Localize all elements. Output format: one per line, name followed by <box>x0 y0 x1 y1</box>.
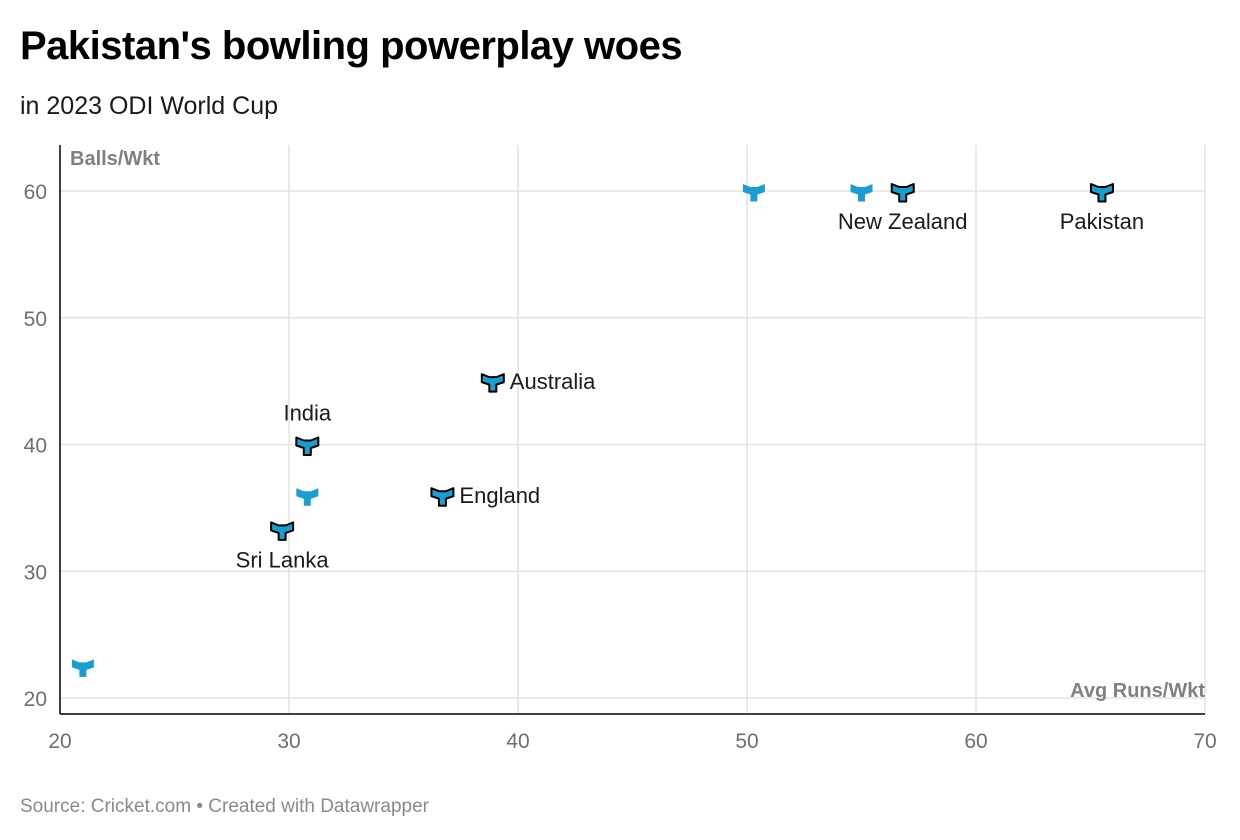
source-note: Source: Cricket.com <box>20 796 192 817</box>
data-point-unlabeled-9 <box>71 659 94 677</box>
x-axis-title: Avg Runs/Wkt <box>1070 680 1205 702</box>
data-points <box>71 183 1114 677</box>
y-tick-label: 50 <box>24 308 47 331</box>
x-tick-label: 60 <box>964 730 987 753</box>
data-point-new-zealand <box>890 183 915 203</box>
point-label-australia: Australia <box>510 369 596 394</box>
x-tick-label: 30 <box>277 730 300 753</box>
data-point-unlabeled-6 <box>296 488 319 506</box>
y-tick-label: 40 <box>24 435 47 458</box>
scatter-chart: 20 30 40 50 60 70 20 30 40 50 60 Balls/Wkt Avg Run… <box>24 145 1217 753</box>
x-tick-label: 20 <box>48 730 71 753</box>
y-tick-label: 20 <box>24 688 47 711</box>
y-tick-label: 30 <box>24 561 47 584</box>
data-point-pakistan <box>1089 183 1114 203</box>
point-label-pakistan: Pakistan <box>1060 209 1144 234</box>
data-point-england <box>430 487 455 507</box>
point-label-new-zealand: New Zealand <box>838 209 968 234</box>
point-label-india: India <box>283 401 331 426</box>
data-point-australia <box>480 373 505 393</box>
point-label-sri-lanka: Sri Lanka <box>236 547 330 572</box>
axis-ticks: 20 30 40 50 60 70 20 30 40 50 60 <box>24 181 1217 753</box>
y-axis-title: Balls/Wkt <box>70 148 160 170</box>
grid-lines <box>60 145 1206 714</box>
x-tick-label: 70 <box>1193 730 1216 753</box>
point-label-england: England <box>459 483 540 508</box>
x-tick-label: 40 <box>506 730 529 753</box>
chart-subtitle: in 2023 ODI World Cup <box>20 92 278 120</box>
chart-footer: Source: Cricket.com • Created with Dataw… <box>20 794 429 820</box>
data-point-sri-lanka <box>270 521 295 541</box>
credit-note: Created with Datawrapper <box>208 796 429 817</box>
x-tick-label: 50 <box>735 730 758 753</box>
data-point-unlabeled-2 <box>850 184 873 202</box>
point-labels: Pakistan New Zealand Australia India England… <box>236 209 1144 572</box>
data-point-india <box>295 436 320 456</box>
chart-title: Pakistan's bowling powerplay woes <box>20 24 683 68</box>
y-tick-label: 60 <box>24 181 47 204</box>
data-point-unlabeled-3 <box>742 184 765 202</box>
footer-separator: • <box>196 796 203 817</box>
